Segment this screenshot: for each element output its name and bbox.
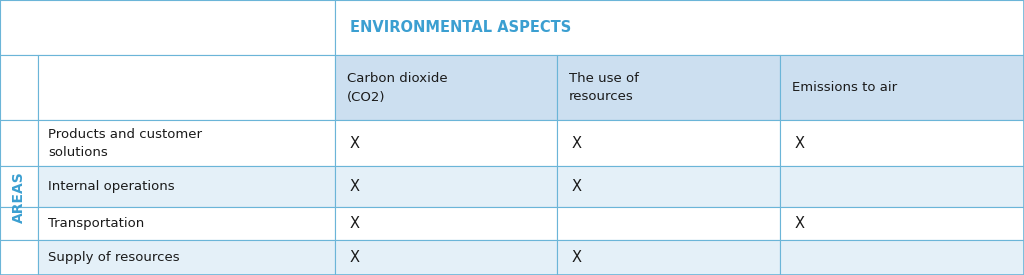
Bar [780,55,1024,120]
Text: X: X [572,136,582,150]
Bar [557,55,780,120]
Text: AREAS: AREAS [12,172,26,223]
Text: The use of
resources: The use of resources [569,72,639,103]
Text: X: X [350,250,360,265]
Text: X: X [572,179,582,194]
Text: X: X [795,136,805,150]
Bar [335,120,557,166]
Bar [780,166,1024,207]
Text: Supply of resources: Supply of resources [48,251,179,264]
Text: Products and customer
solutions: Products and customer solutions [48,128,202,158]
Text: ENVIRONMENTAL ASPECTS: ENVIRONMENTAL ASPECTS [350,20,571,35]
Text: Internal operations: Internal operations [48,180,175,193]
Text: Carbon dioxide
(CO2): Carbon dioxide (CO2) [347,72,447,103]
Bar [38,207,335,240]
Bar [780,120,1024,166]
Bar [557,240,780,275]
Bar [335,240,557,275]
Bar [38,120,335,166]
Bar [780,207,1024,240]
Bar [557,166,780,207]
Text: X: X [572,250,582,265]
Bar [0,166,38,207]
Bar [557,120,780,166]
Text: Emissions to air: Emissions to air [792,81,897,94]
Text: Transportation: Transportation [48,217,144,230]
Bar [0,0,335,55]
Bar [0,120,38,166]
Text: X: X [350,179,360,194]
Bar [335,207,557,240]
Bar [780,240,1024,275]
Bar [335,0,1024,55]
Bar [335,55,557,120]
Text: X: X [795,216,805,231]
Bar [38,166,335,207]
Bar [38,55,335,120]
Bar [335,166,557,207]
Bar [38,240,335,275]
Bar [0,240,38,275]
Bar [0,55,38,120]
Text: X: X [350,216,360,231]
Bar [557,207,780,240]
Text: X: X [350,136,360,150]
Bar [0,207,38,240]
